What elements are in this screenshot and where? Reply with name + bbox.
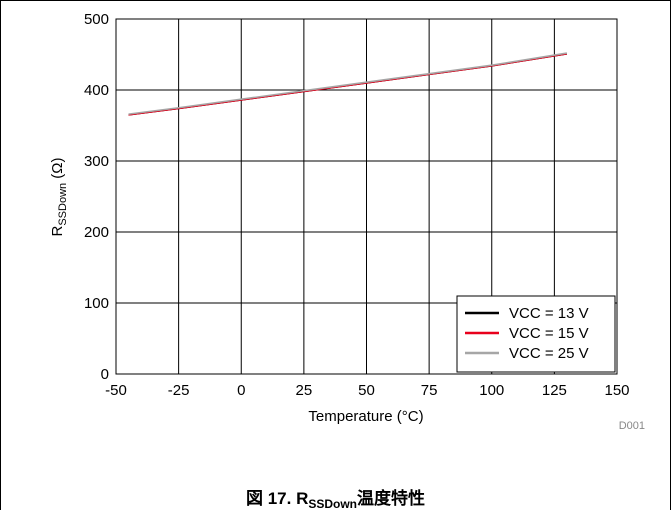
x-tick-label: 50 xyxy=(358,382,375,399)
x-tick-label: 125 xyxy=(542,382,567,399)
x-tick-label: 150 xyxy=(604,382,629,399)
x-tick-label: 75 xyxy=(421,382,438,399)
legend: VCC = 13 V VCC = 15 V VCC = 25 V xyxy=(456,295,616,373)
watermark-label: D001 xyxy=(619,420,645,432)
y-tick-label: 300 xyxy=(84,153,109,170)
legend-label: VCC = 13 V xyxy=(509,305,589,322)
y-tick-labels: 0 100 200 300 400 500 xyxy=(84,11,109,383)
x-tick-labels: -50 -25 0 25 50 75 100 125 150 xyxy=(105,382,629,399)
caption-suffix: 温度特性 xyxy=(357,489,426,508)
figure-caption: 図 17. RSSDown温度特性 xyxy=(0,484,671,511)
plot-border xyxy=(115,18,618,375)
caption-prefix: 図 17. R xyxy=(245,489,309,508)
y-tick-label: 500 xyxy=(84,11,109,28)
x-tick-label: 100 xyxy=(479,382,504,399)
x-tick-label: 25 xyxy=(296,382,313,399)
legend-label: VCC = 15 V xyxy=(509,325,589,342)
y-axis-label-main: R xyxy=(49,226,66,237)
y-axis-label-sub: SSDown xyxy=(57,183,69,226)
y-axis-label: RSSDown (Ω) xyxy=(49,157,69,236)
caption-subscript: SSDown xyxy=(308,497,358,511)
x-axis-label: Temperature (°C) xyxy=(308,408,423,425)
x-tick-label: -25 xyxy=(168,382,190,399)
x-tick-label: 0 xyxy=(237,382,245,399)
series-lines xyxy=(128,52,568,116)
series-line-3 xyxy=(128,52,568,115)
legend-label: VCC = 25 V xyxy=(509,345,589,362)
y-tick-label: 0 xyxy=(101,366,109,383)
y-tick-label: 200 xyxy=(84,224,109,241)
y-axis-label-unit: (Ω) xyxy=(49,157,66,182)
y-tick-label: 100 xyxy=(84,295,109,312)
x-tick-label: -50 xyxy=(105,382,127,399)
y-tick-label: 400 xyxy=(84,82,109,99)
